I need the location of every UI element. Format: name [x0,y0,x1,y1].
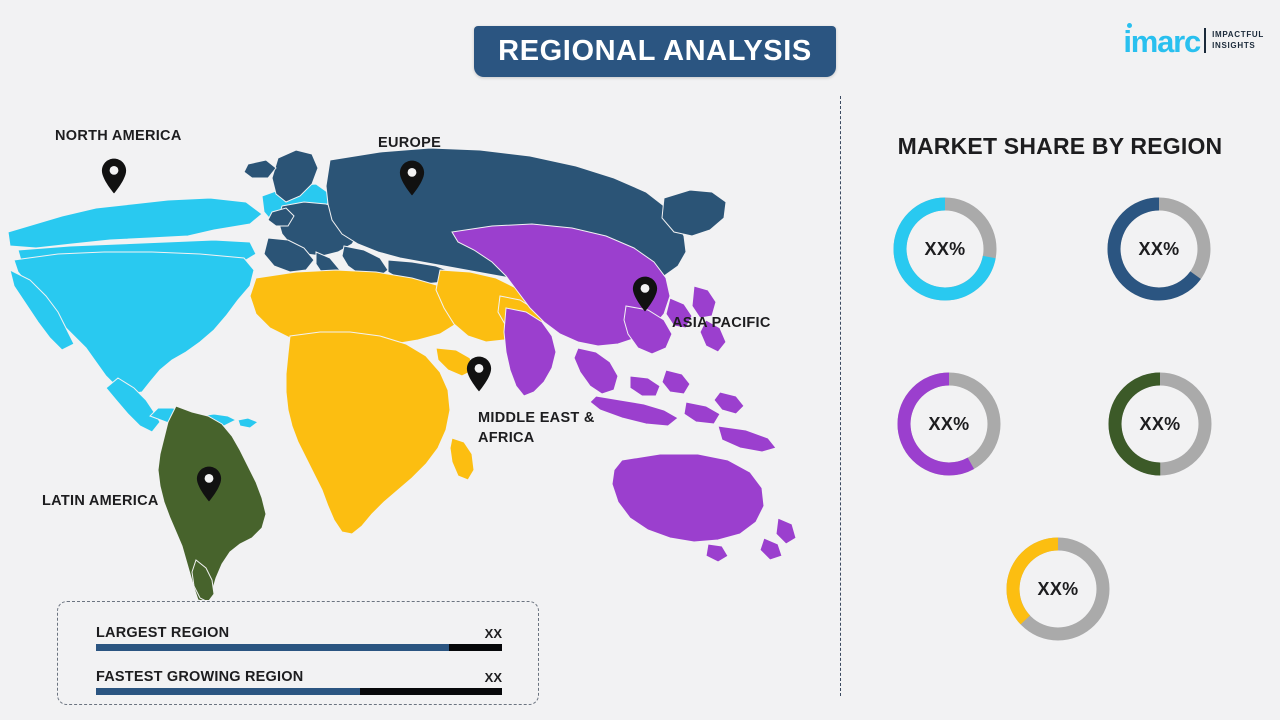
legend-progress-fill [96,688,360,695]
legend-label: LARGEST REGION [96,625,230,641]
legend-value: XX [484,670,502,685]
panel-title: MARKET SHARE BY REGION [897,133,1223,159]
map-pin-north-america[interactable] [101,158,127,194]
donut-value-label: XX% [1139,413,1181,434]
legend-label: FASTEST GROWING REGION [96,669,304,685]
donut-chart-asia-pacific[interactable]: XX% [890,365,1008,483]
map-pin-europe[interactable] [399,160,425,196]
map-region-latin-america[interactable] [157,405,267,600]
legend-row-fastest-growing-region: FASTEST GROWING REGION XX [96,664,502,695]
map-label-europe: EUROPE [378,135,442,151]
logo-tagline-line1: IMPACTFUL [1212,30,1264,39]
donut-chart-north-america[interactable]: XX% [886,190,1004,308]
map-region-asia-pacific[interactable] [451,223,797,563]
logo-tagline-line2: INSIGHTS [1212,41,1256,50]
logo-dot-icon [1127,22,1133,28]
donut-chart-latin-america[interactable]: XX% [1101,365,1219,483]
imarc-logo: imarc IMPACTFUL INSIGHTS [1123,22,1264,58]
section-divider [840,96,841,696]
logo-tagline: IMPACTFUL INSIGHTS [1212,29,1264,51]
world-map-svg [7,147,797,600]
logo-wordmark-text: imarc [1123,23,1201,59]
legend-progress-track [96,688,502,695]
page-title: REGIONAL ANALYSIS [498,35,812,67]
donut-chart-europe[interactable]: XX% [1100,190,1218,308]
map-label-asia-pacific: ASIA PACIFIC [672,315,771,331]
donut-value-label: XX% [928,413,970,434]
map-label-latin-america: LATIN AMERICA [42,493,159,509]
legend-progress-track [96,644,502,651]
page-title-banner: REGIONAL ANALYSIS [474,26,836,77]
map-label-middle-east-africa: MIDDLE EAST & AFRICA [478,408,628,448]
map-label-north-america: NORTH AMERICA [55,128,182,144]
logo-wordmark: imarc [1123,22,1201,59]
legend-value: XX [484,626,502,641]
map-region-middle-east-africa[interactable] [249,269,545,535]
map-pin-middle-east-africa[interactable] [466,356,492,392]
map-pin-latin-america[interactable] [196,466,222,502]
donut-chart-middle-east-africa[interactable]: XX% [999,530,1117,648]
donut-value-label: XX% [924,238,966,259]
logo-divider [1204,27,1207,53]
legend-box: LARGEST REGION XX FASTEST GROWING REGION… [57,601,539,705]
map-label-mea-line2: AFRICA [478,430,535,446]
map-label-mea-line1: MIDDLE EAST & [478,410,595,426]
legend-row-largest-region: LARGEST REGION XX [96,620,502,651]
legend-progress-fill [96,644,450,651]
donut-value-label: XX% [1037,578,1079,599]
world-map [0,120,830,600]
donut-value-label: XX% [1138,238,1180,259]
map-pin-asia-pacific[interactable] [632,276,658,312]
